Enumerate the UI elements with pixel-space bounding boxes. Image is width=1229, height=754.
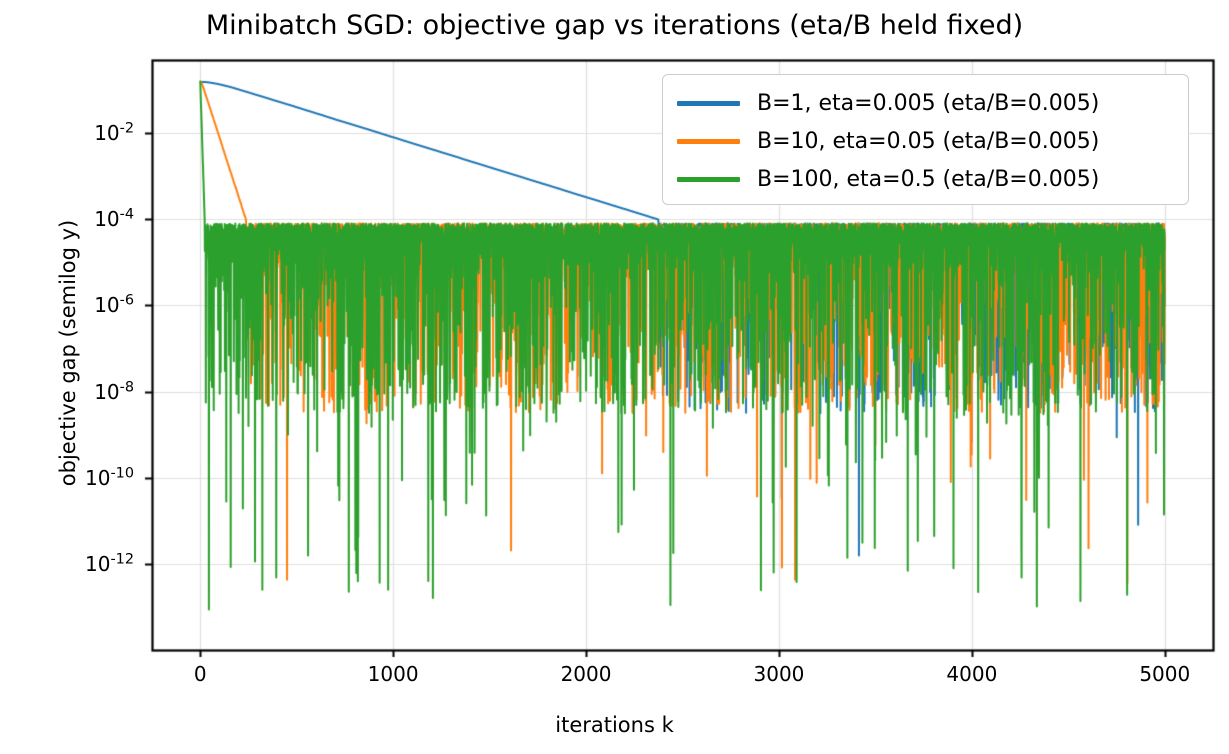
y-tick-label: 10-2 (94, 120, 134, 146)
legend-entry[interactable]: B=1, eta=0.005 (eta/B=0.005) (677, 85, 1099, 121)
x-tick-label: 1000 (367, 662, 419, 686)
legend-label: B=100, eta=0.5 (eta/B=0.005) (757, 166, 1100, 192)
y-tick-label: 10-4 (94, 206, 134, 232)
x-axis-label: iterations k (555, 713, 674, 737)
legend-color-swatch (677, 100, 740, 106)
chart-title: Minibatch SGD: objective gap vs iteratio… (205, 10, 1024, 41)
legend-color-swatch (677, 176, 740, 182)
y-axis-label: objective gap (semilog y) (56, 219, 80, 487)
legend-entry[interactable]: B=100, eta=0.5 (eta/B=0.005) (677, 161, 1099, 197)
x-tick-label: 3000 (753, 662, 805, 686)
legend-label: B=10, eta=0.05 (eta/B=0.005) (757, 128, 1100, 154)
y-tick-label: 10-8 (94, 378, 134, 404)
y-tick-label: 10-6 (94, 292, 134, 318)
y-tick-label: 10-12 (85, 551, 134, 576)
chart-legend[interactable]: B=1, eta=0.005 (eta/B=0.005) B=10, eta=0.… (662, 74, 1189, 205)
legend-color-swatch (677, 138, 740, 144)
x-tick-label: 4000 (946, 662, 998, 686)
x-tick-label: 0 (193, 662, 207, 686)
legend-label: B=1, eta=0.005 (eta/B=0.005) (757, 90, 1100, 116)
x-tick-label: 5000 (1139, 662, 1191, 686)
legend-entry[interactable]: B=10, eta=0.05 (eta/B=0.005) (677, 123, 1099, 159)
y-tick-label: 10-10 (85, 465, 134, 490)
x-tick-label: 2000 (560, 662, 612, 686)
